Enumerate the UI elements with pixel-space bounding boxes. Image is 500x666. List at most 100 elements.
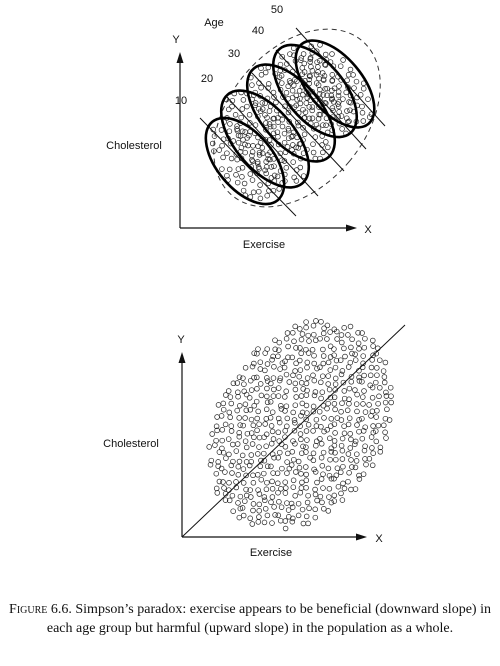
bottom-point-72 (352, 351, 358, 358)
top-point-61 (300, 125, 306, 131)
top-point-82 (310, 149, 317, 156)
bottom-point-296 (276, 419, 283, 426)
top-point-16 (235, 139, 242, 146)
top-point-64 (335, 114, 342, 120)
bottom-point-485 (233, 479, 239, 485)
bottom-point-158 (359, 378, 365, 385)
bottom-point-142 (247, 377, 254, 384)
top-point-87 (293, 178, 300, 184)
bottom-point-111 (345, 364, 352, 370)
bottom-point-121 (264, 375, 270, 381)
bottom-point-265 (242, 415, 248, 421)
bottom-point-230 (346, 400, 352, 407)
bottom-point-395 (261, 450, 267, 457)
top-point-13 (209, 140, 216, 147)
top-point-7 (249, 82, 255, 88)
top-point-67 (257, 195, 264, 202)
bottom-point-513 (283, 485, 289, 491)
bottom-point-364 (212, 442, 218, 448)
bottom-point-184 (383, 389, 389, 396)
bottom-point-552 (284, 500, 290, 506)
bottom-point-449 (296, 465, 303, 471)
bottom-point-413 (215, 459, 221, 465)
bottom-point-162 (225, 388, 232, 394)
bottom-point-330 (332, 430, 338, 436)
top-point-0 (291, 45, 297, 51)
bottom-point-336 (373, 428, 379, 434)
bottom-point-259 (374, 408, 380, 414)
bottom-point-344 (256, 434, 263, 441)
bottom-point-146 (276, 377, 283, 384)
bottom-point-227 (325, 400, 331, 407)
bottom-point-293 (256, 421, 262, 427)
bottom-point-540 (326, 494, 332, 500)
bottom-point-1 (313, 318, 319, 324)
bottom-point-517 (312, 486, 318, 493)
bottom-point-457 (352, 464, 359, 471)
top-point-61 (256, 188, 262, 195)
top-point-39 (257, 108, 264, 114)
top-point-50 (271, 172, 278, 179)
bottom-point-501 (345, 478, 351, 485)
bottom-point-102 (281, 364, 288, 371)
bottom-point-225 (310, 403, 317, 410)
top-point-48 (264, 114, 270, 121)
bottom-point-455 (340, 463, 346, 470)
bottom-point-573 (312, 506, 318, 513)
bottom-point-462 (229, 470, 235, 476)
bottom-point-502 (356, 476, 363, 482)
bottom-point-541 (331, 492, 338, 499)
bottom-point-314 (219, 427, 226, 433)
top-point-28 (220, 154, 226, 161)
bottom-point-415 (230, 458, 236, 465)
bottom-point-186 (223, 392, 229, 398)
bottom-point-12 (284, 330, 291, 336)
bottom-point-171 (292, 386, 299, 393)
bottom-point-122 (270, 375, 277, 381)
bottom-point-29 (306, 338, 312, 344)
bottom-point-235 (382, 399, 389, 406)
top-point-18 (337, 63, 344, 69)
bottom-y-axis-label: Cholesterol (103, 438, 159, 450)
bottom-point-401 (303, 449, 309, 455)
chart-bottom: Y X Cholesterol Exercise (103, 318, 406, 559)
bottom-point-252 (324, 405, 330, 412)
bottom-point-476 (326, 472, 333, 479)
bottom-point-545 (235, 500, 241, 506)
top-point-19 (347, 66, 354, 73)
top-point-2 (287, 51, 293, 57)
bottom-point-359 (359, 435, 366, 442)
bottom-point-138 (381, 374, 388, 380)
bottom-point-61 (275, 353, 281, 360)
top-point-19 (257, 140, 264, 146)
bottom-point-418 (248, 458, 254, 465)
bottom-point-101 (277, 366, 283, 372)
top-point-37 (226, 166, 233, 173)
bottom-point-200 (318, 395, 324, 402)
bottom-point-253 (332, 406, 338, 413)
top-point-54 (309, 115, 316, 122)
bottom-point-477 (333, 472, 340, 479)
bottom-point-288 (222, 421, 229, 428)
top-point-11 (279, 80, 285, 86)
bottom-point-306 (345, 421, 352, 428)
bottom-point-51 (341, 345, 347, 352)
bottom-point-71 (349, 350, 355, 357)
top-data-points (209, 42, 375, 202)
top-point-21 (216, 147, 222, 153)
top-point-35 (336, 83, 342, 89)
bottom-point-179 (346, 385, 353, 392)
top-point-60 (347, 107, 353, 113)
bottom-point-529 (248, 494, 254, 500)
bottom-point-136 (367, 372, 374, 379)
top-point-34 (353, 78, 360, 85)
bottom-point-23 (359, 330, 365, 336)
bottom-point-291 (240, 422, 246, 429)
top-point-37 (317, 87, 323, 93)
bottom-point-78 (264, 361, 271, 367)
top-point-50 (279, 116, 286, 123)
top-point-59 (256, 149, 263, 156)
bottom-point-341 (236, 433, 243, 440)
top-point-33 (273, 99, 279, 106)
bottom-point-559 (331, 498, 338, 504)
